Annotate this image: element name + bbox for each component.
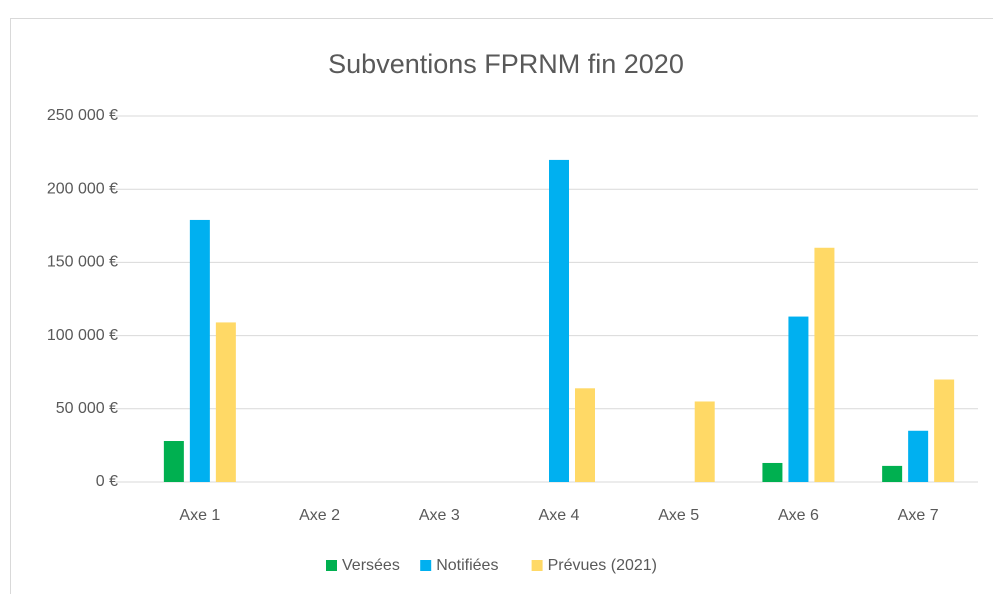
y-tick-label: 150 000 € — [47, 254, 118, 271]
legend-swatch — [326, 560, 337, 571]
chart-frame — [10, 18, 993, 594]
x-tick-label: Axe 7 — [898, 507, 939, 524]
x-tick-label: Axe 4 — [539, 507, 580, 524]
bar — [575, 388, 595, 482]
chart-title: Subventions FPRNM fin 2020 — [328, 49, 684, 79]
bar — [163, 441, 184, 482]
bar — [934, 379, 955, 482]
bar — [189, 219, 210, 482]
bar — [788, 316, 809, 482]
y-tick-label: 100 000 € — [47, 327, 118, 344]
legend-label: Notifiées — [436, 557, 498, 574]
x-tick-label: Axe 5 — [658, 507, 699, 524]
x-tick-label: Axe 2 — [299, 507, 340, 524]
x-tick-label: Axe 3 — [419, 507, 460, 524]
y-tick-label: 0 € — [96, 473, 118, 490]
y-tick-label: 200 000 € — [47, 180, 118, 197]
legend-label: Prévues (2021) — [548, 557, 657, 574]
bar — [694, 401, 715, 482]
bar — [549, 159, 569, 483]
x-tick-label: Axe 6 — [778, 507, 819, 524]
bar — [908, 430, 929, 482]
legend-swatch — [420, 560, 432, 571]
x-tick-label: Axe 1 — [179, 507, 220, 524]
bar — [814, 247, 835, 482]
bar — [882, 465, 903, 482]
bar — [215, 322, 236, 482]
y-tick-label: 50 000 € — [56, 400, 118, 417]
bar — [762, 462, 783, 482]
legend-swatch — [531, 560, 543, 571]
legend-label: Versées — [342, 557, 400, 574]
y-tick-label: 250 000 € — [47, 107, 118, 124]
